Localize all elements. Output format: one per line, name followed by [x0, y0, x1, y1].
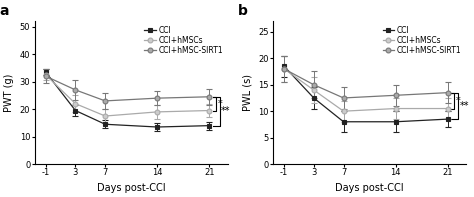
Text: a: a: [0, 4, 9, 18]
Y-axis label: PWL (s): PWL (s): [243, 74, 253, 111]
X-axis label: Days post-CCI: Days post-CCI: [335, 183, 404, 193]
Legend: CCI, CCI+hMSCs, CCI+hMSC-SIRT1: CCI, CCI+hMSCs, CCI+hMSC-SIRT1: [144, 25, 224, 56]
Text: **: **: [459, 101, 469, 111]
Text: *: *: [456, 96, 461, 106]
Text: *: *: [218, 99, 222, 109]
Text: b: b: [238, 4, 248, 18]
Y-axis label: PWT (g): PWT (g): [4, 73, 14, 112]
Legend: CCI, CCI+hMSCs, CCI+hMSC-SIRT1: CCI, CCI+hMSCs, CCI+hMSC-SIRT1: [382, 25, 463, 56]
X-axis label: Days post-CCI: Days post-CCI: [97, 183, 165, 193]
Text: **: **: [221, 106, 230, 116]
